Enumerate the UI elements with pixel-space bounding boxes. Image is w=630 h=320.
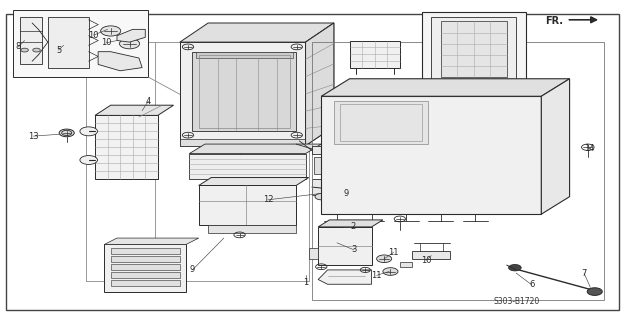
Circle shape: [80, 127, 98, 136]
Polygon shape: [117, 29, 146, 42]
Circle shape: [377, 255, 392, 263]
Text: S303-B1720: S303-B1720: [493, 297, 539, 306]
Circle shape: [101, 26, 121, 36]
Text: 7: 7: [581, 268, 587, 278]
Polygon shape: [334, 101, 428, 144]
Polygon shape: [6, 14, 619, 310]
Text: 14: 14: [585, 144, 595, 153]
Polygon shape: [314, 157, 328, 174]
Polygon shape: [48, 17, 89, 68]
Circle shape: [315, 194, 328, 200]
Circle shape: [383, 268, 398, 275]
Polygon shape: [95, 116, 158, 179]
Text: 1: 1: [303, 278, 308, 287]
Polygon shape: [13, 10, 149, 77]
Text: 9: 9: [190, 265, 195, 275]
Circle shape: [80, 156, 98, 164]
Polygon shape: [98, 52, 142, 71]
Polygon shape: [198, 186, 296, 225]
Polygon shape: [321, 96, 541, 214]
Polygon shape: [318, 220, 383, 227]
Text: 12: 12: [263, 195, 273, 204]
Polygon shape: [312, 146, 328, 154]
Circle shape: [21, 48, 28, 52]
Circle shape: [59, 129, 74, 137]
Polygon shape: [111, 248, 180, 254]
Polygon shape: [309, 248, 318, 259]
Polygon shape: [538, 154, 557, 186]
Polygon shape: [318, 270, 372, 284]
Text: 3: 3: [352, 245, 357, 254]
Polygon shape: [95, 105, 173, 116]
Text: 10: 10: [88, 31, 99, 40]
Polygon shape: [20, 17, 42, 64]
Polygon shape: [541, 79, 570, 214]
Polygon shape: [180, 23, 334, 42]
Polygon shape: [400, 262, 413, 267]
Text: 5: 5: [56, 45, 61, 55]
Polygon shape: [422, 12, 525, 87]
Polygon shape: [441, 21, 507, 77]
Text: 2: 2: [350, 222, 355, 231]
Polygon shape: [111, 280, 180, 286]
Polygon shape: [312, 179, 324, 195]
Text: 11: 11: [371, 271, 382, 280]
Polygon shape: [208, 225, 296, 233]
Polygon shape: [321, 79, 570, 96]
Text: 13: 13: [28, 132, 38, 140]
Polygon shape: [180, 42, 306, 146]
Text: 10: 10: [421, 256, 432, 265]
Polygon shape: [105, 244, 186, 292]
Polygon shape: [306, 23, 334, 146]
Polygon shape: [306, 23, 334, 146]
Text: 11: 11: [388, 248, 399, 257]
Polygon shape: [198, 178, 309, 186]
Polygon shape: [180, 139, 306, 146]
Polygon shape: [111, 272, 180, 278]
Circle shape: [120, 39, 140, 49]
Circle shape: [587, 288, 602, 295]
Polygon shape: [189, 144, 321, 154]
Polygon shape: [189, 154, 306, 179]
Circle shape: [508, 265, 521, 271]
Polygon shape: [105, 238, 198, 244]
Text: 4: 4: [146, 97, 151, 106]
Text: 9: 9: [344, 189, 349, 198]
Circle shape: [33, 48, 40, 52]
Text: 10: 10: [101, 38, 112, 47]
Polygon shape: [432, 17, 516, 82]
Polygon shape: [413, 251, 450, 259]
Polygon shape: [195, 52, 293, 58]
Polygon shape: [111, 264, 180, 270]
Polygon shape: [111, 256, 180, 262]
Polygon shape: [192, 52, 296, 131]
Polygon shape: [350, 41, 400, 68]
Text: 6: 6: [529, 280, 535, 289]
Text: 8: 8: [16, 42, 21, 52]
Text: FR.: FR.: [546, 16, 563, 27]
Polygon shape: [318, 227, 372, 265]
